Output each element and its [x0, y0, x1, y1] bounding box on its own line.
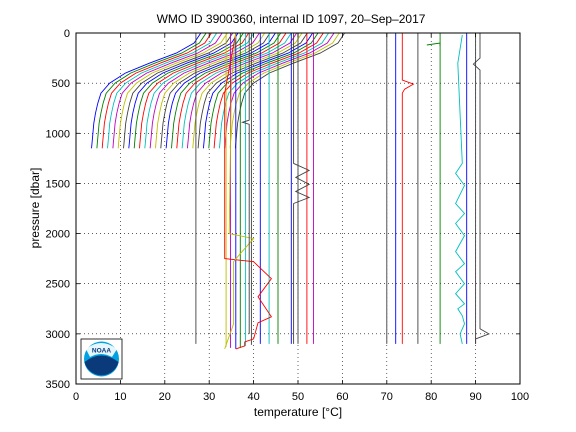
- shallow-profile-line: [165, 32, 276, 149]
- y-tick-label: 1000: [46, 128, 70, 140]
- y-tick-labels: 0 500 1000 1500 2000 2500 3000 3500: [46, 28, 70, 391]
- logo-text: NOAA: [92, 348, 111, 355]
- shallow-profile-line: [128, 32, 239, 149]
- y-tick-label: 3000: [46, 329, 70, 341]
- x-tick-label: 20: [159, 391, 171, 403]
- y-tick-label: 2500: [46, 279, 70, 291]
- y-tick-label: 2000: [46, 229, 70, 241]
- y-tick-label: 3500: [46, 379, 70, 391]
- x-tick-label: 90: [469, 391, 481, 403]
- x-tick-labels: 0 10 20 30 40 50 60 70 80 90 100: [73, 391, 529, 403]
- featured-profile-line: [454, 34, 466, 344]
- shallow-profile-line: [181, 32, 292, 149]
- shallow-profile-line: [133, 32, 244, 149]
- shallow-profile-line: [96, 32, 207, 149]
- shallow-profile-line: [218, 32, 329, 149]
- shallow-profile-line: [234, 32, 345, 149]
- shallow-profile-line: [186, 32, 298, 149]
- y-tick-label: 0: [64, 28, 70, 40]
- y-tick-label: 1500: [46, 178, 70, 190]
- featured-profile-line: [426, 42, 441, 46]
- x-tick-label: 40: [247, 391, 259, 403]
- shallow-profile-line: [101, 32, 212, 149]
- shallow-profile-line: [112, 32, 223, 149]
- x-tick-label: 0: [73, 391, 79, 403]
- shallow-profile-line: [123, 32, 234, 149]
- x-axis-label: temperature [°C]: [254, 405, 342, 419]
- x-tick-label: 80: [425, 391, 437, 403]
- shallow-profile-line: [149, 32, 260, 149]
- shallow-profile-line: [197, 32, 308, 149]
- y-tick-label: 500: [52, 78, 70, 90]
- x-tick-label: 70: [381, 391, 393, 403]
- tick-marks: [75, 32, 521, 385]
- shallow-profile-line: [144, 32, 255, 149]
- shallow-profile-line: [139, 32, 250, 149]
- x-tick-label: 100: [511, 391, 529, 403]
- featured-profile-line: [240, 33, 250, 334]
- featured-profile-line: [224, 32, 273, 350]
- shallow-profile-line: [213, 32, 324, 149]
- shallow-profile-line: [117, 32, 228, 149]
- x-tick-label: 50: [292, 391, 304, 403]
- shallow-profile-line: [229, 32, 340, 149]
- shallow-profile-line: [202, 32, 314, 149]
- data-series: [91, 32, 490, 350]
- featured-profile-line: [293, 33, 311, 344]
- noaa-logo: NOAA: [80, 338, 123, 380]
- shallow-profile-line: [107, 32, 218, 149]
- featured-profile-line: [224, 32, 255, 350]
- chart-title: WMO ID 3900360, internal ID 1097, 20–Sep…: [157, 12, 426, 26]
- x-tick-label: 60: [336, 391, 348, 403]
- shallow-profile-line: [171, 32, 282, 149]
- featured-profile-line: [472, 33, 490, 344]
- x-tick-label: 10: [114, 391, 126, 403]
- x-tick-label: 30: [203, 391, 215, 403]
- shallow-profile-line: [91, 32, 202, 149]
- featured-profile-line: [401, 33, 415, 344]
- shallow-profile-line: [176, 32, 287, 149]
- y-axis-label: pressure [dbar]: [28, 168, 42, 249]
